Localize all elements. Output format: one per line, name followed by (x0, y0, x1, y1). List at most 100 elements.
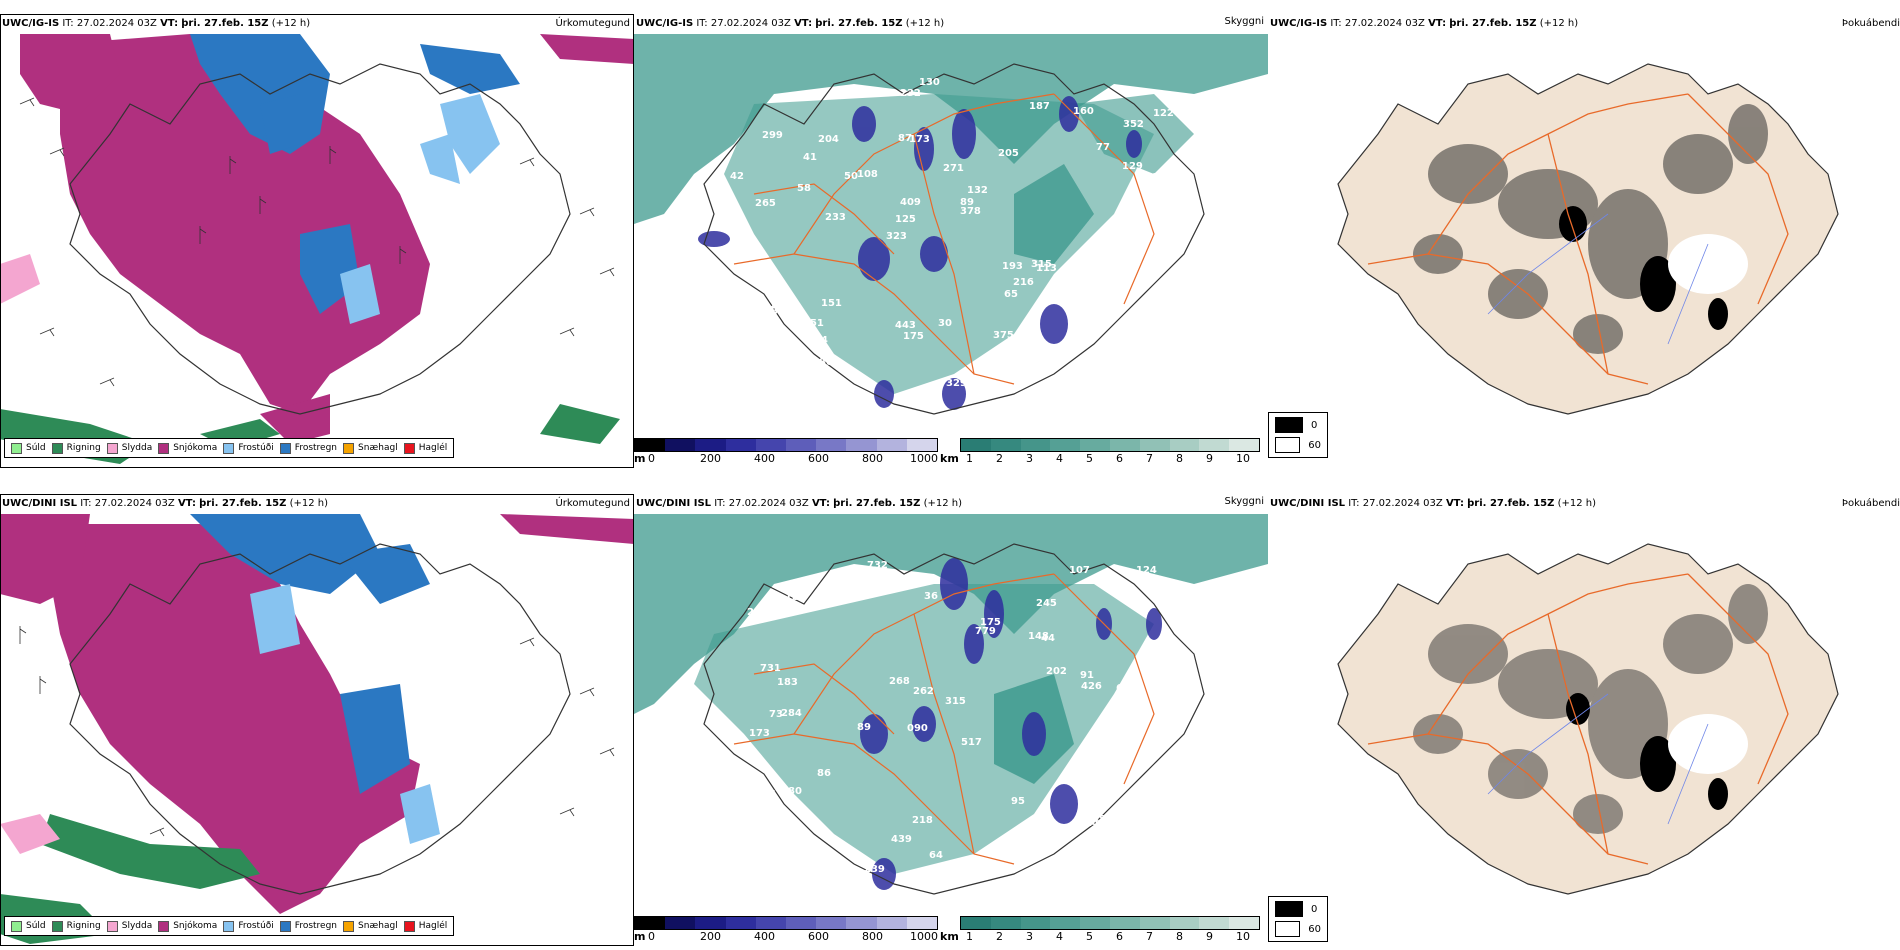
cloud-base-label: 91 (1080, 670, 1094, 681)
cloud-base-label: 233 (825, 212, 846, 223)
cloud-base-label: 388 (978, 863, 999, 874)
cloud-base-label: 30 (938, 318, 952, 329)
visibility-colorbar (960, 438, 1260, 452)
cloud-base-label: 183 (777, 677, 798, 688)
colorbar-segment (786, 917, 817, 929)
cloud-base-label: 251 (803, 318, 824, 329)
cloud-base-label: 86 (817, 768, 831, 779)
panel-variable-name: Skyggni (1224, 496, 1264, 507)
cloud-base-label: 73 (769, 709, 783, 720)
legend-swatch (11, 442, 22, 454)
cloud-base-label: 288 (732, 782, 753, 793)
legend-swatch (223, 920, 235, 932)
precip-type-map (0, 14, 634, 468)
cloud-base-label: 245 (1036, 598, 1057, 609)
colorbar-segment (846, 917, 877, 929)
cloud-base-label: 632 (1116, 683, 1137, 694)
cloud-base-label: 409 (900, 197, 921, 208)
cloud-base-label: 58 (797, 183, 811, 194)
legend-item: Frostúði (223, 442, 274, 454)
legend-item: Frostregn (279, 920, 337, 932)
cloud-base-label: 64 (929, 850, 943, 861)
legend-item: Frostúði (223, 920, 274, 932)
fog-legend-item: 0 (1275, 901, 1321, 917)
cloud-base-labels: 732 245 352 090 517 284 203 148 173 779 315 108 93 89… (732, 560, 1178, 875)
cloud-base-label: 113 (1036, 263, 1057, 274)
cloud-base-label: 375 (993, 330, 1014, 341)
legend-swatch (343, 442, 355, 454)
cloud-base-label: 329 (946, 378, 967, 389)
fog-legend-item: 60 (1275, 437, 1321, 453)
panel-variable-name: Úrkomutegund (555, 18, 630, 29)
legend-item: Snjókoma (158, 442, 217, 454)
cloud-base-label: 295 (755, 789, 776, 800)
cloud-base-label: 731 (760, 663, 781, 674)
cloud-base-label: 193 (1002, 261, 1023, 272)
cloud-base-label: 89 (857, 722, 871, 733)
cloud-base-label: 141 (1085, 818, 1106, 829)
cloud-base-label: 111 (1145, 172, 1166, 183)
cloud-base-label: 50 (844, 171, 858, 182)
colorbar-segment (755, 917, 787, 929)
cloud-base-ticks: m 0 200 400 600 800 1000 (634, 930, 938, 943)
cloud-base-label: 80 (819, 357, 833, 368)
cloud-base-label: 203 (747, 607, 768, 618)
cloud-base-label: 187 (1029, 101, 1050, 112)
colorbar-segment (1139, 917, 1170, 929)
cloud-base-label: 87 (898, 133, 912, 144)
fog-swatch (1275, 437, 1301, 453)
cloud-base-label: 779 (975, 626, 996, 637)
cloud-base-label: 175 (903, 331, 924, 342)
fog-map (1268, 494, 1900, 946)
cloud-base-label: 122 (1153, 108, 1174, 119)
cloud-base-label: 160 (1073, 106, 1094, 117)
legend-swatch (403, 920, 415, 932)
colorbar-segment (1139, 439, 1170, 451)
cloud-base-ticks: m 0 200 400 600 800 1000 (634, 452, 938, 465)
cloud-base-label: 36 (924, 591, 938, 602)
cloud-base-label: 232 (900, 88, 921, 99)
cloud-base-label: 517 (961, 737, 982, 748)
colorbar-segment (846, 439, 877, 451)
cloud-base-label: 262 (913, 686, 934, 697)
legend-item: Súld (11, 442, 46, 454)
precip-type-map (0, 494, 634, 946)
cloud-base-label: 239 (864, 864, 885, 875)
legend-item: Frostregn (279, 442, 337, 454)
cloud-base-label: 144 (807, 335, 828, 346)
panel-variable-name: Úrkomutegund (555, 498, 630, 509)
visibility-panel-top: 401 265 352 323 205 184 87 271 234 108 42 144 173 132… (634, 14, 1268, 468)
cloud-base-label: 41 (803, 152, 817, 163)
legend-swatch (403, 442, 415, 454)
cloud-base-label: 732 (867, 560, 888, 571)
colorbar-segment (961, 439, 991, 451)
cloud-base-label: 173 (909, 134, 930, 145)
legend-item: Snjókoma (158, 920, 217, 932)
legend-swatch (106, 442, 118, 454)
colorbar-segment (1199, 439, 1230, 451)
colorbar-segment (786, 439, 817, 451)
colorbar-segment (695, 917, 726, 929)
cloud-base-label: 090 (907, 723, 928, 734)
legend-swatch (51, 442, 63, 454)
panel-variable-name: Skyggni (1224, 16, 1264, 27)
legend-swatch (158, 442, 170, 454)
cloud-base-label: 89 (960, 197, 974, 208)
legend-item: Haglél (403, 442, 447, 454)
cloud-base-label: 315 (945, 696, 966, 707)
colorbar-segment (1169, 439, 1200, 451)
colorbar-segment (1109, 439, 1140, 451)
cloud-base-label: 87 (1093, 828, 1107, 839)
colorbar-segment (725, 917, 756, 929)
colorbar-segment (695, 439, 726, 451)
colorbar-segment (990, 917, 1021, 929)
cloud-base-label: 432 (1009, 854, 1030, 865)
fog-panel-bottom: UWC/DINI ISL IT: 27.02.2024 03Z VT: þri.… (1268, 494, 1900, 946)
visibility-colorbar (960, 916, 1260, 930)
cloud-base-label: 300 (766, 835, 787, 846)
legend-item: Slydda (106, 920, 152, 932)
cloud-base-label: 233 (1157, 682, 1178, 693)
cloud-base-label: 315 (1031, 259, 1052, 270)
colorbar-segment (1229, 917, 1259, 929)
colorbar-segment (635, 439, 666, 451)
